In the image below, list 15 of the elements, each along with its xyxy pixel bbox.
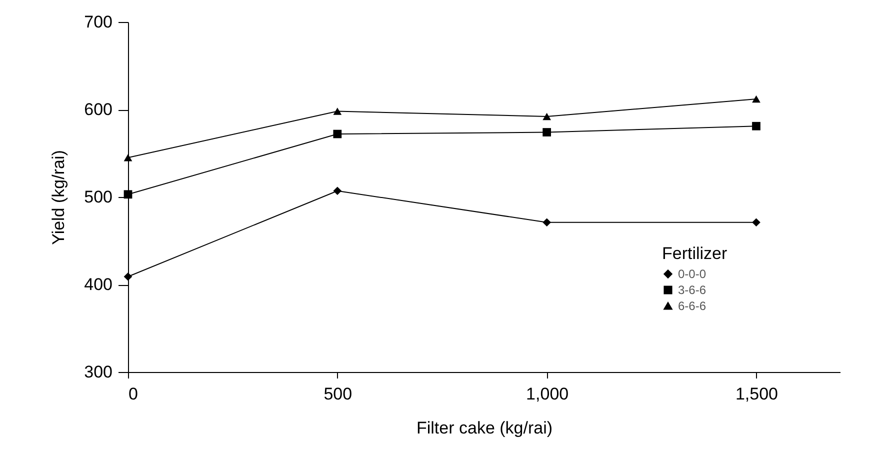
- y-tick-label: 500: [84, 188, 112, 206]
- y-tick-label: 700: [84, 12, 112, 32]
- legend-label: 0-0-0: [678, 267, 706, 281]
- x-tick-label: 0: [128, 384, 138, 404]
- legend-title: Fertilizer: [662, 244, 728, 263]
- x-tick-label: 1,000: [526, 384, 569, 404]
- y-tick-label: 400: [84, 275, 112, 294]
- legend-label: 6-6-6: [678, 299, 706, 313]
- x-tick-label: 1,500: [735, 384, 778, 404]
- legend-label: 3-6-6: [678, 283, 706, 297]
- y-tick-label: 600: [84, 100, 112, 119]
- x-tick-label: 500: [324, 384, 352, 404]
- x-axis-title: Filter cake (kg/rai): [416, 418, 553, 438]
- y-tick-label: 300: [84, 362, 112, 382]
- y-axis-title: Yield (kg/rai): [49, 150, 68, 245]
